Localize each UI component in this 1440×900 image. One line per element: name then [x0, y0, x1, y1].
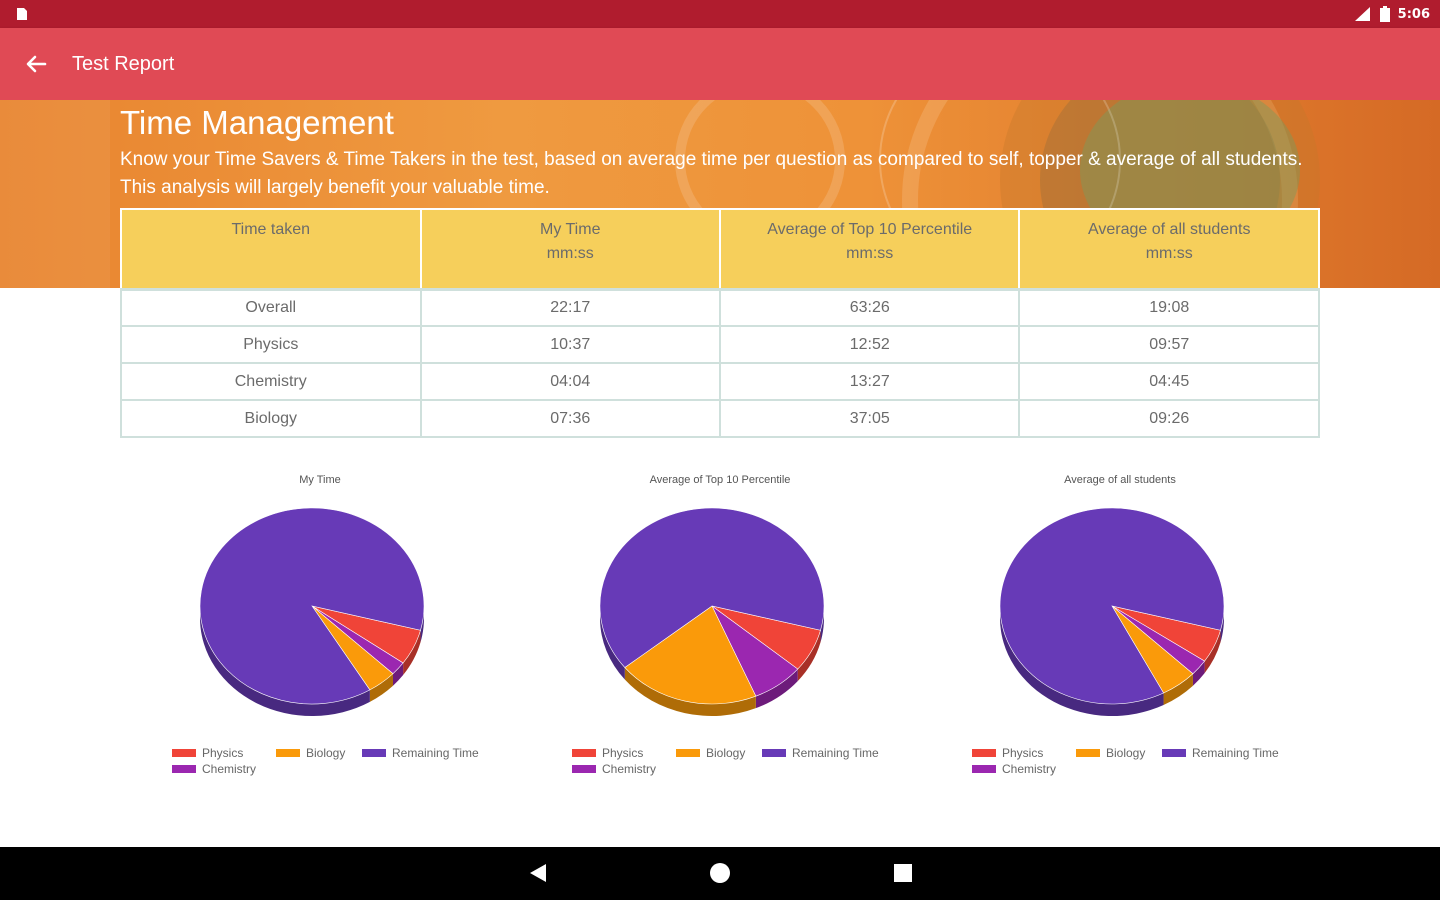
pie-slice-side [797, 630, 821, 682]
legend-item-physics: Physics [972, 746, 1043, 760]
table-cell: 10:37 [419, 325, 721, 364]
legend-swatch [1076, 749, 1100, 757]
legend-label: Biology [706, 746, 746, 760]
legend-swatch [172, 765, 196, 773]
nav-recents-icon[interactable] [891, 861, 915, 885]
legend-item-remaining-time: Remaining Time [762, 746, 879, 760]
legend-label: Biology [1106, 746, 1146, 760]
status-bar: 5:06 [0, 0, 1440, 28]
legend-swatch [172, 749, 196, 757]
legend-label: Physics [1002, 746, 1044, 760]
table-row: Physics 10:37 12:52 09:57 [120, 325, 1320, 364]
legend-item-physics: Physics [172, 746, 243, 760]
legend-item-biology: Biology [276, 746, 345, 760]
legend-label: Biology [306, 746, 346, 760]
legend-label: Physics [202, 746, 244, 760]
pie-slice-side [600, 606, 625, 680]
legend-item-biology: Biology [1076, 746, 1145, 760]
pie-slice-side [1192, 661, 1205, 686]
pie-slice-remaining-time [999, 507, 1225, 705]
system-navigation-bar [0, 847, 1440, 900]
battery-icon [1379, 6, 1390, 22]
table-header-my-time: My Time mm:ss [419, 208, 721, 291]
legend-label: Chemistry [602, 762, 657, 776]
pie-slice-remaining-time [599, 507, 825, 668]
table-cell: Overall [120, 288, 422, 327]
legend-item-remaining-time: Remaining Time [1162, 746, 1279, 760]
table-cell: 63:26 [718, 288, 1021, 327]
pie-chart-top10: Average of Top 10 Percentile Physics Bio… [528, 470, 928, 800]
pie-svg [199, 507, 425, 716]
table-cell: Chemistry [120, 362, 422, 401]
chart-title: My Time [299, 474, 341, 486]
table-cell: 37:05 [718, 399, 1021, 438]
notification-icon [17, 8, 27, 20]
legend-label: Chemistry [202, 762, 257, 776]
legend-swatch [362, 749, 386, 757]
nav-back-icon[interactable] [526, 861, 550, 885]
legend-swatch [972, 765, 996, 773]
legend-item-remaining-time: Remaining Time [362, 746, 479, 760]
legend-label: Remaining Time [1192, 746, 1279, 760]
pie-svg [999, 507, 1225, 716]
pie-slice-side [1000, 606, 1164, 716]
legend-swatch [762, 749, 786, 757]
pie-slice-side [1204, 630, 1221, 674]
app-bar: Test Report [0, 28, 1440, 100]
legend-swatch [276, 749, 300, 757]
table-cell: 09:26 [1018, 399, 1320, 438]
table-cell: 19:08 [1018, 288, 1320, 327]
table-cell: 04:45 [1018, 362, 1320, 401]
chart-title: Average of all students [1064, 474, 1176, 486]
pie-slice-side [1163, 673, 1193, 705]
table-header-all-students: Average of all students mm:ss [1018, 208, 1320, 291]
table-cell: 09:57 [1018, 325, 1320, 364]
table-header-top10: Average of Top 10 Percentile mm:ss [718, 208, 1021, 291]
pie-slice-side [392, 662, 404, 686]
legend-swatch [676, 749, 700, 757]
legend-item-chemistry: Chemistry [172, 762, 256, 776]
legend-swatch [1162, 749, 1186, 757]
legend-label: Chemistry [1002, 762, 1057, 776]
table-cell: 13:27 [718, 362, 1021, 401]
pie-chart-all-students: Average of all students Physics Biology … [928, 470, 1328, 800]
banner-description: Know your Time Savers & Time Takers in t… [120, 149, 1303, 198]
pie-slice-biology [624, 605, 757, 705]
page-title: Test Report [72, 53, 175, 75]
table-row: Biology 07:36 37:05 09:26 [120, 399, 1320, 438]
pie-chart-my-time: My Time Physics Biology Remaining Time C… [128, 470, 528, 800]
pie-slice-side [200, 606, 370, 716]
legend-swatch [572, 765, 596, 773]
table-cell: 12:52 [718, 325, 1021, 364]
legend-swatch [972, 749, 996, 757]
pie-slice-side [403, 630, 421, 675]
banner-heading: Time Management [120, 104, 394, 141]
time-table: Time taken My Time mm:ss Average of Top 1… [120, 208, 1320, 438]
legend-item-chemistry: Chemistry [572, 762, 656, 776]
table-cell: 22:17 [419, 288, 721, 327]
pie-slice-remaining-time [199, 507, 425, 705]
legend-label: Remaining Time [792, 746, 879, 760]
table-header-row: Time taken My Time mm:ss Average of Top 1… [120, 208, 1320, 291]
back-arrow-icon[interactable] [20, 50, 52, 78]
table-cell: Biology [120, 399, 422, 438]
legend-label: Remaining Time [392, 746, 479, 760]
legend-swatch [572, 749, 596, 757]
legend-item-physics: Physics [572, 746, 643, 760]
pie-svg [599, 507, 825, 716]
table-header-time-taken: Time taken [120, 208, 422, 291]
legend-item-chemistry: Chemistry [972, 762, 1056, 776]
pie-slice-side [369, 673, 393, 702]
table-cell: 07:36 [419, 399, 721, 438]
status-time: 5:06 [1397, 6, 1430, 22]
signal-icon [1354, 7, 1370, 21]
legend-item-biology: Biology [676, 746, 745, 760]
nav-home-icon[interactable] [708, 861, 732, 885]
table-row: Overall 22:17 63:26 19:08 [120, 288, 1320, 327]
chart-title: Average of Top 10 Percentile [649, 474, 791, 486]
table-cell: Physics [120, 325, 422, 364]
table-cell: 04:04 [419, 362, 721, 401]
table-row: Chemistry 04:04 13:27 04:45 [120, 362, 1320, 401]
legend-label: Physics [602, 746, 644, 760]
